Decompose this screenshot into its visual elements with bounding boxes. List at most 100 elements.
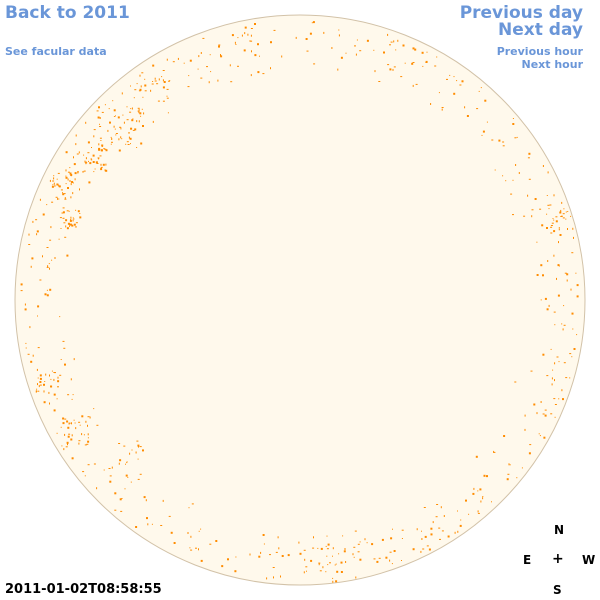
facula-spot [364, 538, 366, 541]
facula-spot [270, 41, 272, 44]
facula-spot [374, 70, 376, 73]
facula-spot [573, 348, 576, 350]
facula-spot [87, 440, 90, 443]
facula-spot [69, 223, 72, 226]
facula-spot [558, 361, 560, 363]
facula-spot [163, 81, 166, 83]
previous-day-link[interactable]: Previous day [459, 3, 583, 23]
previous-hour-link[interactable]: Previous hour [496, 45, 583, 58]
facula-spot [51, 201, 54, 203]
facula-spot [281, 555, 284, 557]
facula-spot [58, 198, 60, 200]
facula-spot [484, 99, 487, 102]
facula-spot [87, 152, 90, 154]
facula-spot [132, 129, 135, 131]
facula-spot [59, 374, 62, 376]
facula-spot [436, 56, 438, 58]
facula-spot [280, 575, 281, 578]
see-facular-data-link[interactable]: See facular data [5, 45, 107, 58]
facula-spot [327, 564, 329, 566]
facula-spot [142, 125, 144, 127]
facula-spot [118, 443, 121, 444]
facula-spot [70, 196, 72, 199]
facula-spot [218, 44, 221, 46]
facula-spot [137, 107, 140, 109]
facula-spot [70, 438, 73, 441]
facula-spot [85, 157, 87, 160]
facula-spot [387, 33, 389, 36]
facula-spot [69, 219, 72, 222]
back-to-year-link[interactable]: Back to 2011 [5, 3, 130, 23]
facula-spot [434, 65, 437, 67]
facula-spot [494, 169, 496, 171]
facula-spot [376, 560, 379, 563]
facula-spot [563, 362, 566, 364]
facula-spot [64, 236, 67, 238]
facula-spot [129, 111, 132, 113]
facula-spot [39, 198, 41, 201]
facula-spot [393, 66, 396, 68]
facula-spot [561, 389, 563, 392]
facula-spot [401, 529, 404, 531]
facula-spot [28, 244, 31, 245]
facula-spot [254, 23, 256, 25]
facula-spot [113, 109, 116, 112]
facula-spot [548, 304, 550, 307]
facula-spot [130, 127, 133, 130]
facula-spot [51, 370, 53, 372]
facula-spot [139, 88, 142, 91]
facula-spot [244, 32, 246, 35]
facula-spot [136, 440, 139, 442]
facula-spot [502, 145, 505, 147]
facula-spot [44, 293, 47, 296]
facula-spot [556, 277, 557, 280]
facula-spot [64, 197, 66, 200]
next-day-link[interactable]: Next day [498, 20, 583, 40]
facula-spot [412, 84, 414, 87]
faculae-spots [20, 21, 579, 583]
facula-spot [234, 570, 237, 573]
facula-spot [551, 222, 554, 224]
facula-spot [454, 531, 456, 534]
facula-spot [31, 257, 34, 260]
facula-spot [46, 289, 48, 291]
facula-spot [71, 457, 74, 460]
facula-spot [71, 434, 73, 437]
facula-spot [166, 58, 168, 61]
facula-spot [64, 363, 66, 366]
facula-spot [93, 171, 95, 173]
facula-spot [527, 194, 529, 197]
facula-spot [453, 76, 455, 78]
facula-spot [542, 353, 545, 356]
facula-spot [235, 44, 237, 45]
facula-spot [243, 49, 246, 52]
facula-spot [221, 565, 224, 568]
facula-spot [250, 28, 253, 29]
facula-spot [78, 440, 81, 442]
facula-spot [539, 208, 542, 210]
facula-spot [507, 473, 510, 475]
facula-spot [74, 422, 76, 424]
facula-spot [64, 198, 67, 200]
facula-spot [57, 197, 59, 200]
next-hour-link[interactable]: Next hour [521, 58, 584, 71]
facula-spot [412, 47, 415, 50]
facula-spot [412, 548, 415, 551]
facula-spot [237, 37, 239, 39]
facula-spot [546, 195, 548, 196]
facula-spot [459, 524, 462, 527]
facula-spot [65, 151, 68, 154]
facula-spot [136, 147, 138, 148]
facula-spot [200, 77, 203, 79]
facula-spot [138, 90, 141, 92]
facula-spot [63, 347, 66, 349]
facula-spot [553, 230, 556, 233]
facula-spot [173, 542, 176, 544]
facula-spot [258, 555, 261, 558]
facula-spot [36, 230, 39, 233]
facula-spot [39, 279, 42, 281]
facula-spot [552, 369, 554, 371]
facula-spot [483, 474, 486, 477]
compass-center-icon: + [552, 551, 564, 567]
facula-spot [162, 100, 165, 102]
